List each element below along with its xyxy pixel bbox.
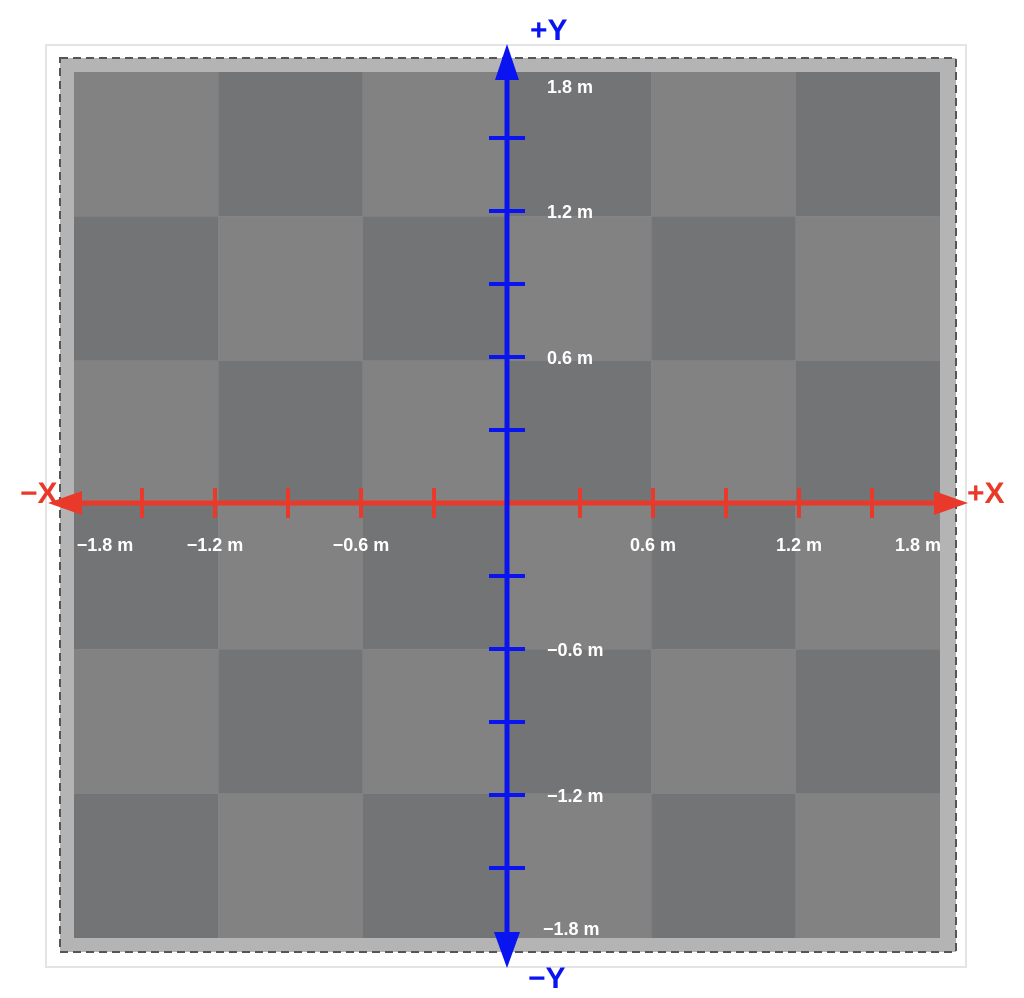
floor-tile — [218, 72, 363, 217]
floor-tile — [74, 360, 219, 505]
y-axis-tick-label: 1.8 m — [547, 77, 593, 97]
floor-tile — [362, 793, 507, 938]
y-axis-tick-label: 1.2 m — [547, 202, 593, 222]
floor-tile — [507, 72, 652, 217]
x-axis-tick-label: −1.8 m — [77, 535, 134, 555]
y-axis: 1.8 m 1.2 m 0.6 m −0.6 m −1.2 m −1.8 m — [489, 44, 604, 968]
x-axis-positive-arrow — [934, 491, 968, 515]
floor-tile — [651, 360, 796, 505]
floor-tile — [651, 216, 796, 361]
floor-tile — [795, 793, 940, 938]
floor-tile — [507, 505, 652, 650]
x-axis-tick-label: 1.2 m — [776, 535, 822, 555]
floor-tile — [74, 216, 219, 361]
y-axis-tick-label: −1.2 m — [547, 786, 604, 806]
floor-tile — [651, 793, 796, 938]
x-axis-positive-label: +X — [967, 477, 1005, 510]
floor-tile — [795, 360, 940, 505]
floor-tile — [362, 649, 507, 794]
floor-tile — [795, 72, 940, 217]
floor-tile — [507, 216, 652, 361]
y-axis-positive-label: +Y — [530, 14, 568, 47]
floor-tile — [362, 505, 507, 650]
y-axis-tick-label: 0.6 m — [547, 348, 593, 368]
floor-tile — [74, 72, 219, 217]
floor-tile — [218, 793, 363, 938]
floor-tile — [651, 72, 796, 217]
y-axis-negative-arrow — [494, 932, 520, 968]
floor-tile — [362, 216, 507, 361]
floor-tile — [74, 649, 219, 794]
y-axis-positive-arrow — [495, 44, 519, 80]
x-axis-negative-arrow — [48, 491, 82, 515]
floor-tile — [74, 505, 219, 650]
y-axis-tick-label: −1.8 m — [543, 919, 600, 939]
x-axis-tick-label: −1.2 m — [187, 535, 244, 555]
floor-tile — [218, 505, 363, 650]
floor-tile — [507, 793, 652, 938]
x-axis-tick-label: 0.6 m — [630, 535, 676, 555]
floor-tile — [74, 793, 219, 938]
floor-tiles — [74, 72, 940, 938]
floor-tile — [218, 649, 363, 794]
floor-tile — [218, 360, 363, 505]
floor-tile — [362, 72, 507, 217]
x-axis-tick-label: −0.6 m — [333, 535, 390, 555]
floor-tile — [651, 505, 796, 650]
floor-tile — [651, 649, 796, 794]
y-axis-tick-label: −0.6 m — [547, 640, 604, 660]
floor-tile — [795, 649, 940, 794]
floor-tile — [507, 360, 652, 505]
floor-tile — [218, 216, 363, 361]
x-axis-tick-label: 1.8 m — [895, 535, 941, 555]
floor-tile — [795, 216, 940, 361]
x-axis-negative-label: −X — [20, 477, 58, 510]
floor-tile — [362, 360, 507, 505]
floor-tile — [507, 649, 652, 794]
y-axis-negative-label: −Y — [528, 962, 566, 995]
floor-tile — [795, 505, 940, 650]
